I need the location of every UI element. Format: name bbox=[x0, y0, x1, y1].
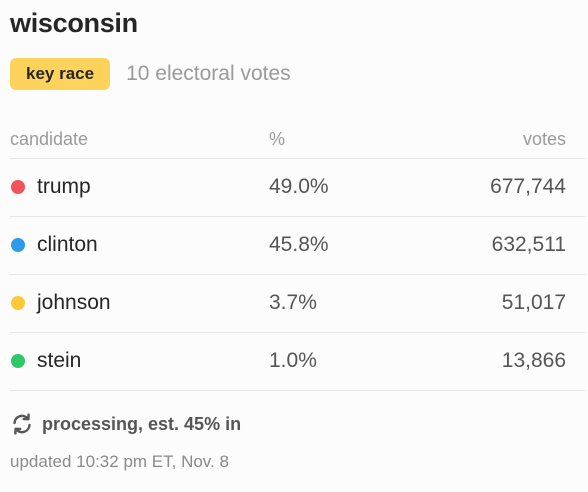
header-percent: % bbox=[269, 129, 286, 149]
percent-cell: 45.8% bbox=[269, 233, 329, 256]
votes-cell: 632,511 bbox=[491, 233, 566, 256]
candidate-cell: stein bbox=[10, 349, 81, 373]
candidate-cell: trump bbox=[10, 175, 91, 199]
candidate-cell: clinton bbox=[10, 233, 98, 257]
votes-cell: 13,866 bbox=[501, 349, 566, 372]
updated-timestamp: updated 10:32 pm ET, Nov. 8 bbox=[10, 452, 229, 471]
percent-cell: 49.0% bbox=[269, 175, 329, 198]
results-table: candidate % votes trump 49.0% 677,744 cl… bbox=[10, 126, 586, 391]
candidate-name: trump bbox=[37, 175, 91, 198]
candidate-name: clinton bbox=[37, 233, 98, 256]
candidate-name: johnson bbox=[37, 291, 111, 314]
table-row: clinton 45.8% 632,511 bbox=[10, 217, 586, 275]
candidate-cell: johnson bbox=[10, 291, 111, 315]
status-row: processing, est. 45% in bbox=[10, 412, 241, 436]
header-votes: votes bbox=[522, 129, 566, 149]
badge-row: key race 10 electoral votes bbox=[10, 58, 291, 90]
state-title: wisconsin bbox=[10, 8, 138, 38]
electoral-votes-label: 10 electoral votes bbox=[126, 62, 291, 85]
status-text: processing, est. 45% in bbox=[42, 413, 242, 434]
candidate-color-dot bbox=[11, 296, 25, 310]
candidate-color-dot bbox=[11, 354, 25, 368]
table-row: johnson 3.7% 51,017 bbox=[10, 275, 586, 333]
percent-cell: 1.0% bbox=[269, 349, 317, 372]
candidate-color-dot bbox=[11, 238, 25, 252]
header-candidate: candidate bbox=[10, 129, 89, 149]
table-row: stein 1.0% 13,866 bbox=[10, 333, 586, 391]
key-race-badge: key race bbox=[10, 58, 111, 90]
percent-cell: 3.7% bbox=[269, 291, 317, 314]
table-header-row: candidate % votes bbox=[10, 126, 586, 159]
votes-cell: 677,744 bbox=[490, 175, 566, 198]
candidate-name: stein bbox=[37, 349, 82, 372]
table-row: trump 49.0% 677,744 bbox=[10, 159, 586, 217]
refresh-icon bbox=[13, 413, 31, 435]
candidate-color-dot bbox=[11, 180, 25, 194]
votes-cell: 51,017 bbox=[501, 291, 566, 314]
